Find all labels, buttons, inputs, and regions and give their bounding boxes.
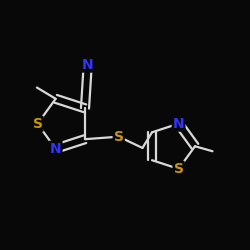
- Text: S: S: [114, 130, 124, 144]
- Text: S: S: [174, 162, 184, 176]
- Text: N: N: [50, 142, 62, 156]
- Text: S: S: [32, 117, 42, 131]
- Text: N: N: [82, 58, 93, 71]
- Text: N: N: [173, 117, 184, 131]
